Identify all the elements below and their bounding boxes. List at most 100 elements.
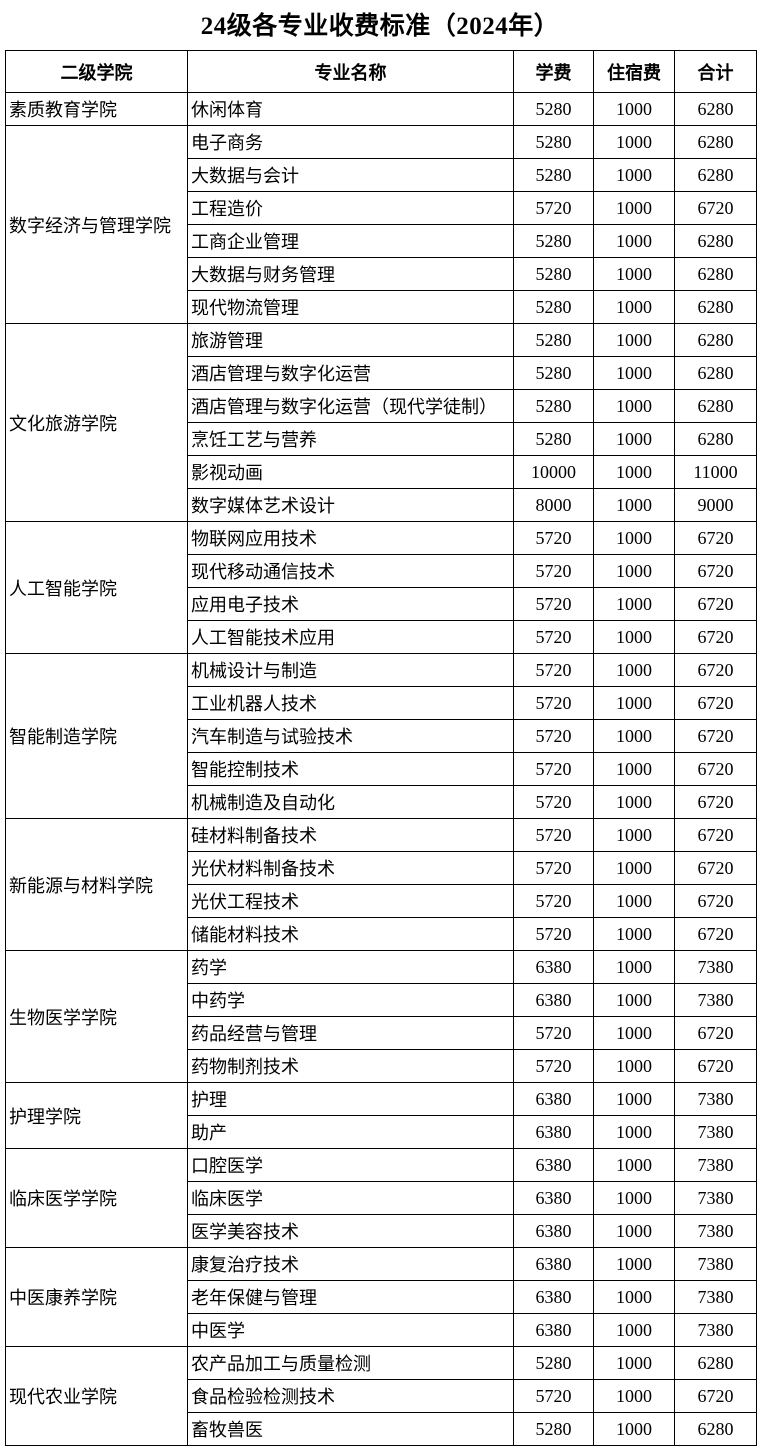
major-name: 烹饪工艺与营养 [187,422,514,456]
total: 7380 [674,1148,757,1182]
major-name: 机械设计与制造 [187,653,514,687]
tuition: 5280 [513,224,594,258]
major-name: 工商企业管理 [187,224,514,258]
table-row: 工商企业管理 5280 1000 6280 [6,224,757,258]
table-row: 生物医学学院 药学 6380 1000 7380 [5,950,757,1083]
table-row: 人工智能学院 物联网应用技术 5720 1000 6720 [5,521,757,654]
major-name: 光伏材料制备技术 [187,851,514,885]
header-college: 二级学院 [5,50,188,93]
table-row: 数字经济与管理学院 电子商务 5280 1000 6280 [5,125,757,324]
accommodation: 1000 [593,752,675,786]
major-name: 大数据与会计 [187,158,514,192]
accommodation: 1000 [593,1181,675,1215]
tuition: 5720 [513,686,594,720]
table-row: 酒店管理与数字化运营 5280 1000 6280 [6,356,757,390]
total: 6720 [674,884,757,918]
tuition: 5720 [513,191,594,225]
accommodation: 1000 [593,1214,675,1248]
major-name: 畜牧兽医 [187,1412,514,1446]
accommodation: 1000 [593,1115,675,1149]
total: 6720 [674,752,757,786]
table-row: 现代农业学院 农产品加工与质量检测 5280 1000 6280 [5,1346,757,1446]
page-title: 24级各专业收费标准（2024年） [200,13,560,40]
major-name: 中药学 [187,983,514,1017]
tuition: 5280 [513,125,594,159]
accommodation: 1000 [593,785,675,819]
accommodation: 1000 [593,1379,675,1413]
tuition: 5720 [513,1379,594,1413]
tuition: 6380 [513,950,594,984]
tuition: 5280 [513,290,594,324]
total: 6720 [674,818,757,852]
table-row: 大数据与财务管理 5280 1000 6280 [6,257,757,291]
tuition: 5280 [513,1346,594,1380]
tuition: 5720 [513,785,594,819]
major-name: 储能材料技术 [187,917,514,951]
accommodation: 1000 [593,356,675,390]
table-row: 素质教育学院 休闲体育 5280 1000 6280 [5,92,757,126]
tuition: 5720 [513,521,594,555]
total: 7380 [674,1181,757,1215]
tuition: 6380 [513,1181,594,1215]
total: 6720 [674,851,757,885]
major-name: 光伏工程技术 [187,884,514,918]
table-row: 汽车制造与试验技术 5720 1000 6720 [6,719,757,753]
tuition: 5280 [513,92,594,126]
tuition: 5280 [513,389,594,423]
accommodation: 1000 [593,1346,675,1380]
total: 6280 [674,1346,757,1380]
major-name: 大数据与财务管理 [187,257,514,291]
major-name: 药学 [187,950,514,984]
major-name: 智能控制技术 [187,752,514,786]
total: 7380 [674,1115,757,1149]
accommodation: 1000 [593,1082,675,1116]
major-name: 硅材料制备技术 [187,818,514,852]
total: 6280 [674,389,757,423]
table-row: 临床医学学院 口腔医学 6380 1000 7380 [5,1148,757,1248]
table-row: 智能制造学院 机械设计与制造 5720 1000 6720 [5,653,757,819]
accommodation: 1000 [593,818,675,852]
major-name: 工业机器人技术 [187,686,514,720]
table-row: 智能控制技术 5720 1000 6720 [6,752,757,786]
table-row: 新能源与材料学院 硅材料制备技术 5720 1000 6720 [5,818,757,951]
total: 6720 [674,686,757,720]
header-major: 专业名称 [187,50,514,93]
total: 6720 [674,785,757,819]
total: 7380 [674,950,757,984]
total: 6280 [674,158,757,192]
total: 6720 [674,620,757,654]
major-name: 人工智能技术应用 [187,620,514,654]
table-row: 烹饪工艺与营养 5280 1000 6280 [6,422,757,456]
total: 6720 [674,554,757,588]
major-name: 康复治疗技术 [187,1247,514,1281]
major-name: 酒店管理与数字化运营（现代学徒制） [187,389,514,423]
total: 7380 [674,1280,757,1314]
accommodation: 1000 [593,851,675,885]
major-name: 数字媒体艺术设计 [187,488,514,522]
accommodation: 1000 [593,389,675,423]
table-body: 素质教育学院 休闲体育 5280 1000 6280 数字经济与管理学院 电子商务 5280 1… [5,92,757,1446]
total: 6720 [674,521,757,555]
table-row: 临床医学 6380 1000 7380 [6,1181,757,1215]
accommodation: 1000 [593,488,675,522]
table-row: 老年保健与管理 6380 1000 7380 [6,1280,757,1314]
total: 7380 [674,983,757,1017]
major-name: 影视动画 [187,455,514,489]
table-row: 光伏工程技术 5720 1000 6720 [6,884,757,918]
tuition: 5280 [513,158,594,192]
tuition: 10000 [513,455,594,489]
major-name: 医学美容技术 [187,1214,514,1248]
table-row: 中医康养学院 康复治疗技术 6380 1000 7380 [5,1247,757,1347]
tuition: 5720 [513,752,594,786]
total: 6720 [674,1379,757,1413]
accommodation: 1000 [593,224,675,258]
accommodation: 1000 [593,323,675,357]
major-name: 助产 [187,1115,514,1149]
total: 6280 [674,422,757,456]
table-row: 中药学 6380 1000 7380 [6,983,757,1017]
tuition: 5720 [513,884,594,918]
college-name: 素质教育学院 [5,92,188,126]
college-name: 生物医学学院 [5,950,188,1083]
accommodation: 1000 [593,686,675,720]
college-name: 临床医学学院 [5,1148,188,1248]
